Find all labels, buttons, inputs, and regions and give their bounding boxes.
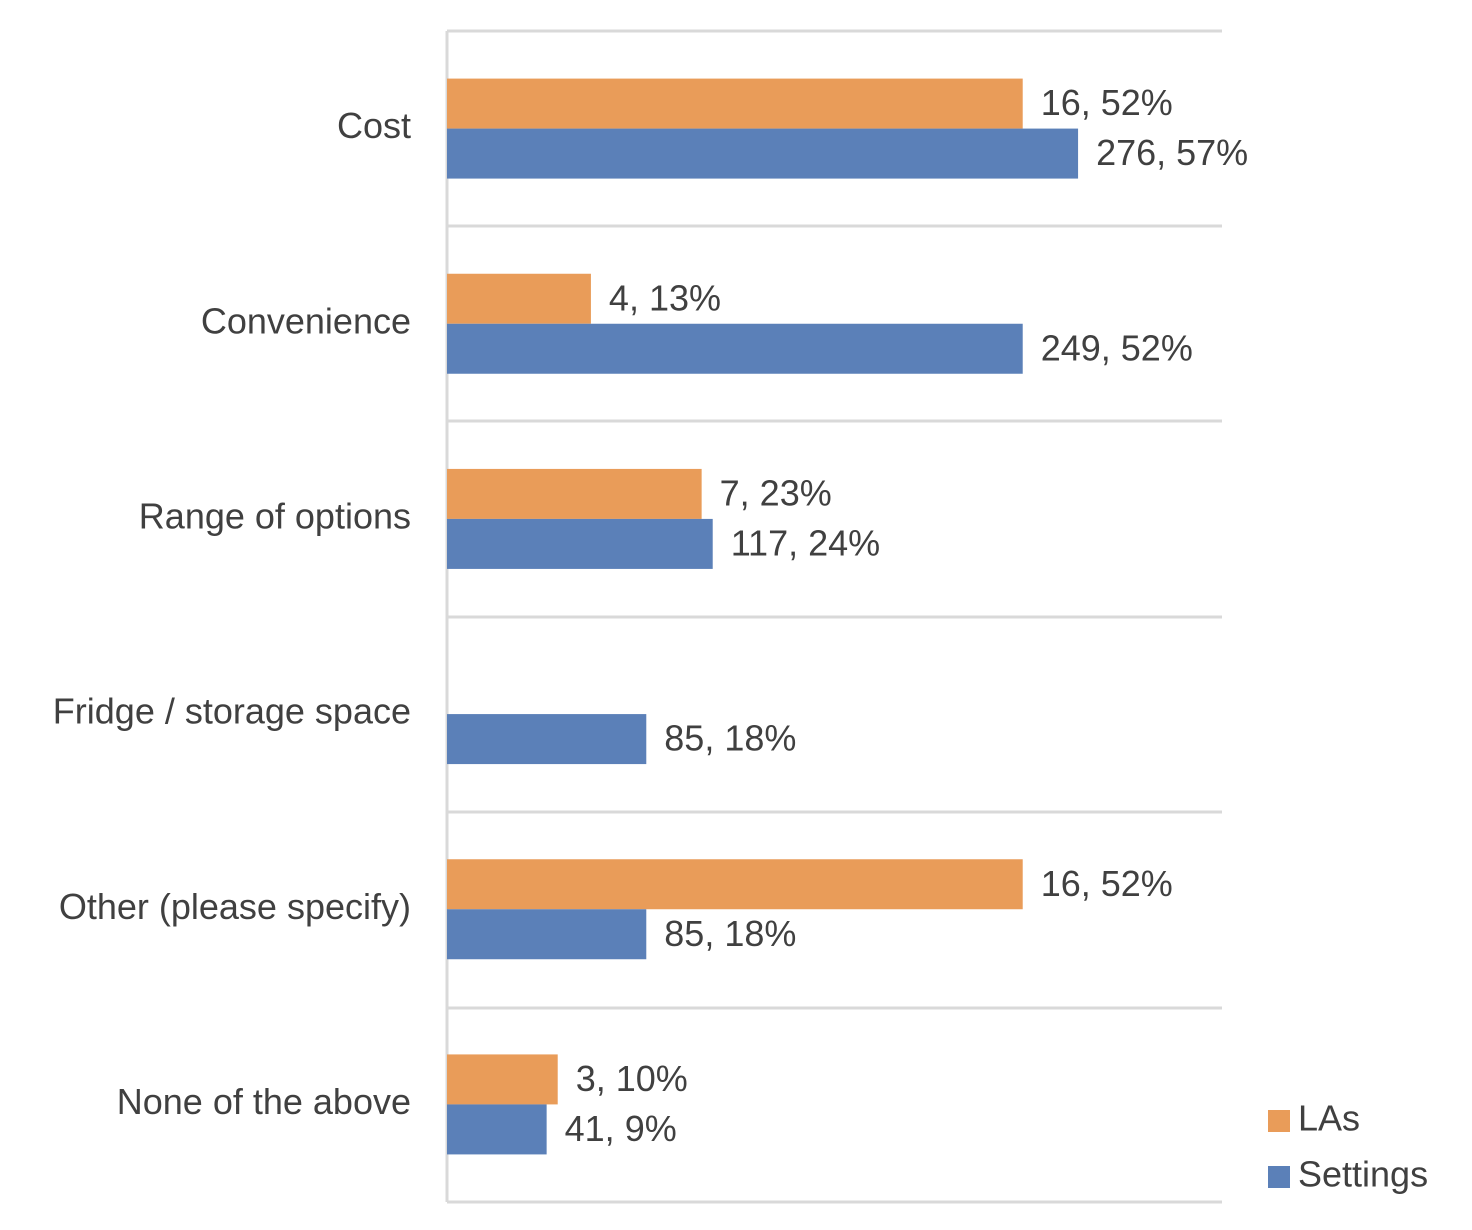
separators xyxy=(447,29,1222,1204)
y-tick-label: None of the above xyxy=(117,1081,411,1122)
bar xyxy=(447,518,713,569)
bar xyxy=(447,909,647,960)
data-label: 4, 13% xyxy=(609,277,721,318)
data-label: 16, 52% xyxy=(1041,863,1173,904)
y-tick-label: Cost xyxy=(337,105,411,146)
legend-label: Settings xyxy=(1298,1154,1428,1195)
bar xyxy=(447,468,702,519)
bar xyxy=(447,714,647,765)
bar xyxy=(447,1054,558,1105)
bar xyxy=(447,1104,547,1155)
data-label: 249, 52% xyxy=(1041,327,1193,368)
data-label: 276, 57% xyxy=(1096,132,1248,173)
data-label: 7, 23% xyxy=(720,472,832,513)
data-label: 41, 9% xyxy=(565,1108,677,1149)
data-label: 117, 24% xyxy=(731,522,880,563)
data-label: 85, 18% xyxy=(664,718,796,759)
bar xyxy=(447,323,1023,374)
y-tick-label: Fridge / storage space xyxy=(53,691,411,732)
y-tick-label: Other (please specify) xyxy=(59,886,411,927)
bar xyxy=(447,128,1079,179)
data-label: 3, 10% xyxy=(576,1058,688,1099)
y-tick-label: Range of options xyxy=(139,495,411,536)
data-label: 85, 18% xyxy=(664,913,796,954)
bar xyxy=(447,78,1023,129)
data-label: 16, 52% xyxy=(1041,82,1173,123)
legend-swatch xyxy=(1268,1166,1290,1188)
bar xyxy=(447,273,591,324)
bar xyxy=(447,859,1023,910)
legend-swatch xyxy=(1268,1110,1290,1132)
legend-label: LAs xyxy=(1298,1098,1360,1139)
y-tick-label: Convenience xyxy=(201,300,411,341)
